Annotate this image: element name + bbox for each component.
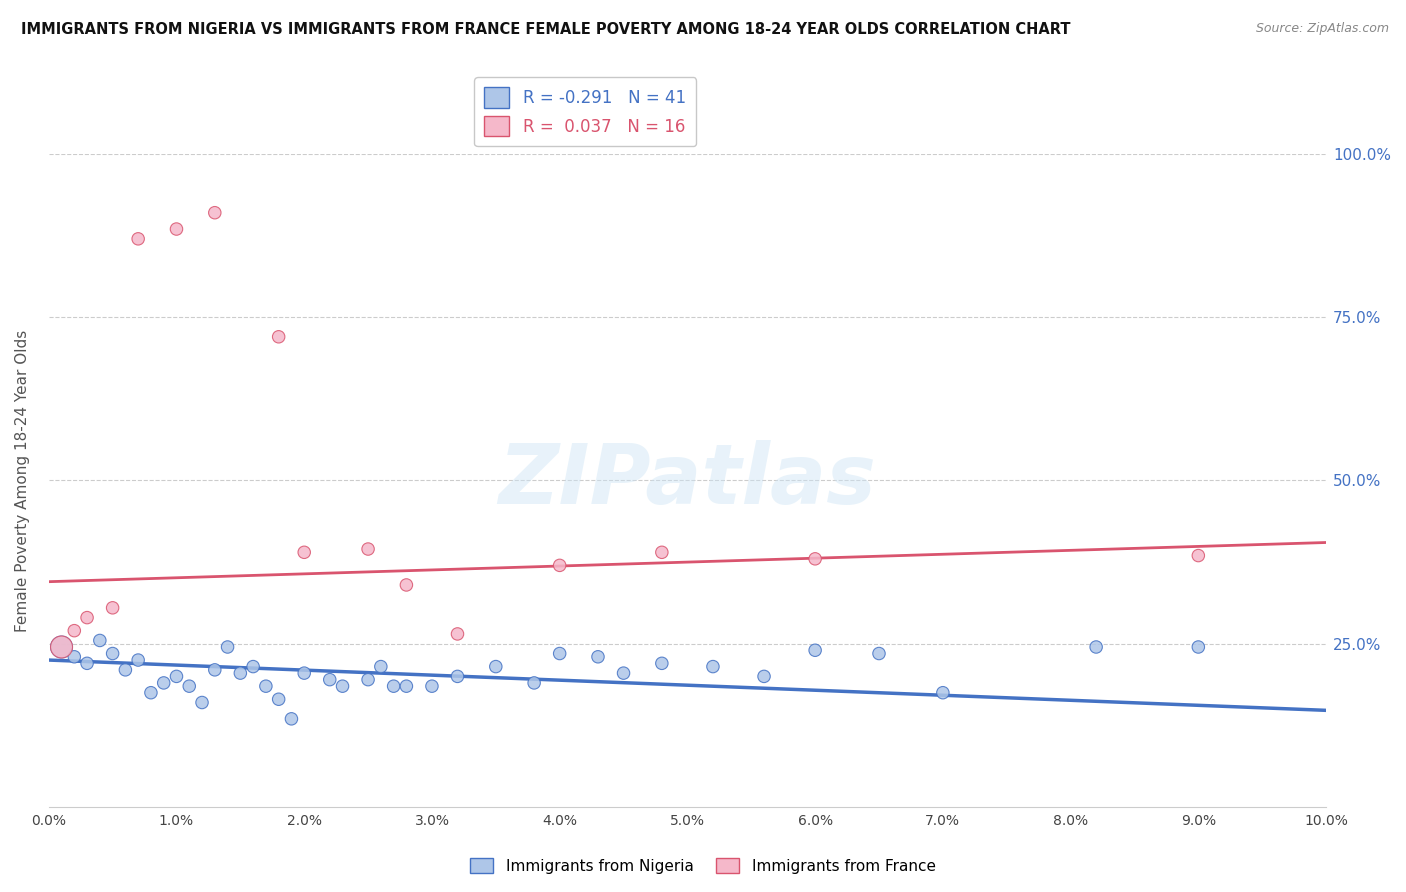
Point (1187, 549, 1209, 563)
Point (395, 679, 418, 693)
Point (446, 669, 468, 683)
Point (357, 542, 380, 557)
Point (420, 679, 443, 693)
Point (651, 657, 673, 671)
Point (1085, 640, 1108, 654)
Point (612, 666, 634, 681)
Point (932, 686, 955, 700)
Point (204, 205, 226, 219)
Point (51, 640, 73, 654)
Y-axis label: Female Poverty Among 18-24 Year Olds: Female Poverty Among 18-24 Year Olds (15, 329, 30, 632)
Point (254, 679, 277, 693)
Point (319, 673, 342, 687)
Point (267, 692, 290, 706)
Point (217, 640, 239, 654)
Point (332, 679, 354, 693)
Point (446, 627, 468, 641)
Legend: Immigrants from Nigeria, Immigrants from France: Immigrants from Nigeria, Immigrants from… (464, 852, 942, 880)
Point (101, 600, 124, 615)
Point (485, 659, 508, 673)
Point (280, 712, 302, 726)
Text: IMMIGRANTS FROM NIGERIA VS IMMIGRANTS FROM FRANCE FEMALE POVERTY AMONG 18-24 YEA: IMMIGRANTS FROM NIGERIA VS IMMIGRANTS FR… (21, 22, 1070, 37)
Point (548, 647, 571, 661)
Point (179, 679, 201, 693)
Point (204, 663, 226, 677)
Point (370, 659, 392, 673)
Legend: R = -0.291   N = 41, R =  0.037   N = 16: R = -0.291 N = 41, R = 0.037 N = 16 (474, 78, 696, 146)
Point (586, 649, 609, 664)
Point (548, 558, 571, 573)
Point (229, 666, 252, 681)
Point (139, 686, 162, 700)
Point (63, 624, 86, 638)
Point (114, 663, 136, 677)
Point (127, 232, 149, 246)
Point (651, 545, 673, 559)
Point (242, 659, 264, 673)
Point (1187, 640, 1209, 654)
Point (752, 669, 775, 683)
Point (868, 647, 890, 661)
Point (191, 696, 214, 710)
Point (51, 640, 73, 654)
Point (292, 666, 315, 681)
Point (395, 578, 418, 592)
Point (76, 610, 98, 624)
Point (89, 633, 111, 648)
Point (804, 551, 827, 566)
Point (804, 643, 827, 657)
Point (523, 676, 546, 690)
Point (101, 647, 124, 661)
Text: ZIPatlas: ZIPatlas (499, 440, 876, 521)
Point (267, 330, 290, 344)
Point (152, 676, 174, 690)
Point (357, 673, 380, 687)
Point (702, 659, 724, 673)
Point (382, 679, 405, 693)
Text: Source: ZipAtlas.com: Source: ZipAtlas.com (1256, 22, 1389, 36)
Point (76, 657, 98, 671)
Point (63, 649, 86, 664)
Point (166, 669, 188, 683)
Point (166, 222, 188, 236)
Point (292, 545, 315, 559)
Point (127, 653, 149, 667)
